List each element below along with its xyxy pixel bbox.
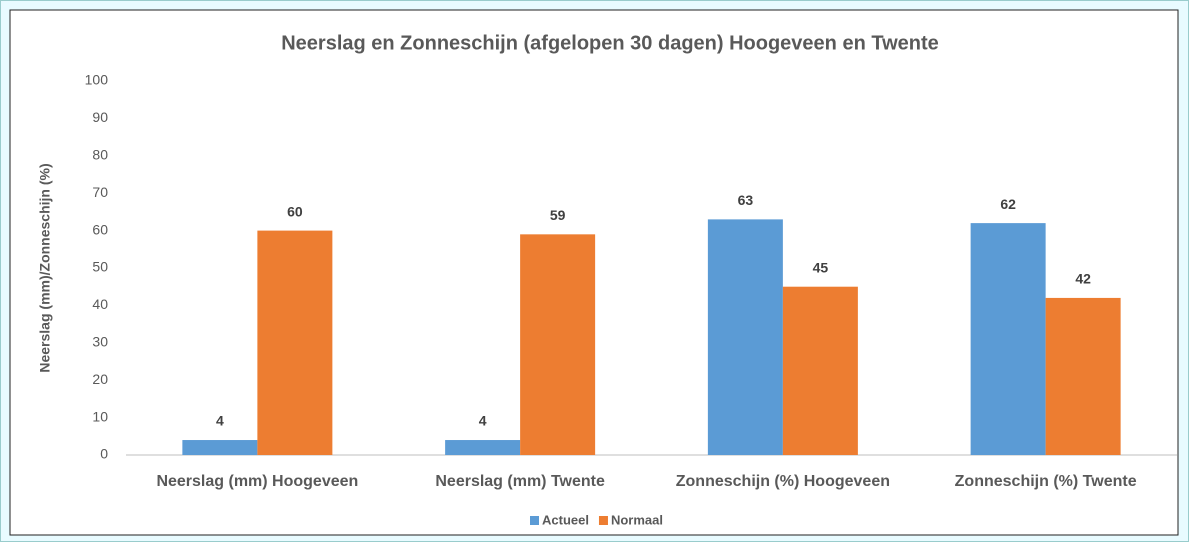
bar [707, 219, 783, 455]
y-tick-label: 0 [100, 446, 108, 462]
bar [782, 286, 858, 455]
legend-swatch [530, 516, 539, 525]
data-label: 60 [287, 203, 303, 219]
y-tick-label: 70 [92, 184, 108, 200]
legend-swatch [598, 516, 608, 525]
bar [970, 223, 1046, 455]
data-label: 42 [1075, 271, 1091, 287]
y-tick-label: 20 [92, 371, 108, 387]
legend-label: Actueel [542, 512, 589, 527]
y-tick-label: 90 [92, 109, 108, 125]
y-tick-label: 10 [92, 408, 108, 424]
chart-title: Neerslag en Zonneschijn (afgelopen 30 da… [281, 32, 939, 54]
bar [1045, 297, 1121, 455]
bar [257, 230, 333, 455]
x-tick-label: Zonneschijn (%) Twente [955, 473, 1137, 490]
y-tick-label: 40 [92, 296, 108, 312]
data-label: 4 [216, 413, 224, 429]
data-label: 4 [479, 413, 487, 429]
x-tick-label: Neerslag (mm) Hoogeveen [156, 473, 358, 490]
bar [520, 234, 596, 455]
data-label: 59 [550, 207, 566, 223]
y-axis-label: Neerslag (mm)/Zonneschijn (%) [37, 163, 53, 372]
y-tick-label: 30 [92, 334, 108, 350]
bar [445, 440, 521, 455]
data-label: 45 [813, 259, 829, 275]
x-tick-label: Neerslag (mm) Twente [435, 473, 605, 490]
data-label: 63 [738, 192, 754, 208]
bar [182, 440, 258, 455]
x-tick-label: Zonneschijn (%) Hoogeveen [676, 473, 890, 490]
data-label: 62 [1000, 196, 1016, 212]
legend-label: Normaal [611, 512, 663, 527]
y-tick-label: 80 [92, 147, 108, 163]
y-tick-label: 60 [92, 221, 108, 237]
y-tick-label: 100 [85, 72, 109, 88]
y-tick-label: 50 [92, 259, 108, 275]
